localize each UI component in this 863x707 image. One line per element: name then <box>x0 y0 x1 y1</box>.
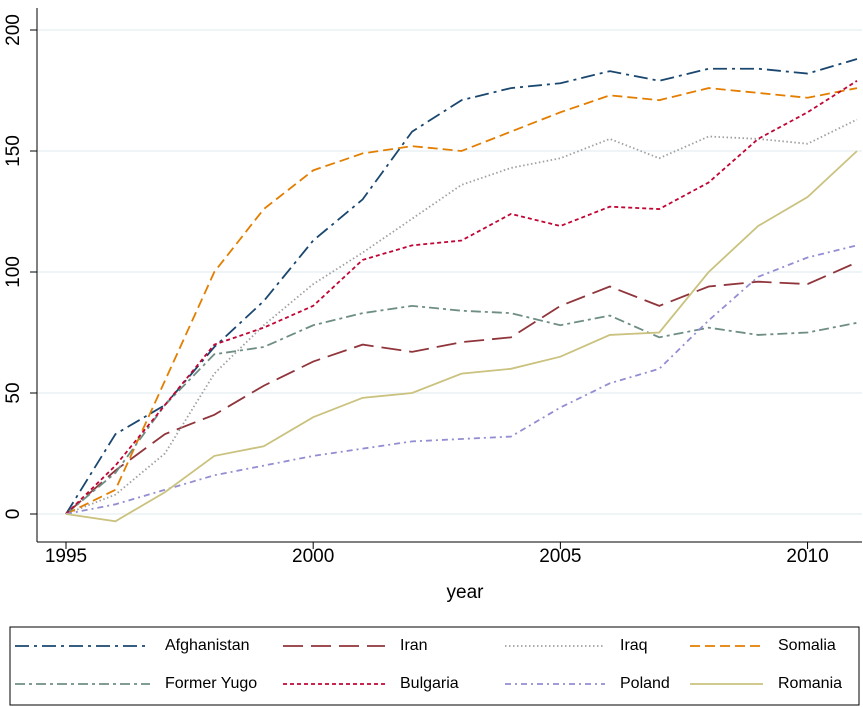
series-line <box>65 150 858 523</box>
legend-label: Former Yugo <box>165 675 257 692</box>
legend-label: Somalia <box>778 637 836 654</box>
series-line <box>65 244 858 515</box>
series-line <box>65 261 858 515</box>
legend-box <box>9 626 860 706</box>
series-line <box>65 87 858 515</box>
legend: Afghanistan Iran Iraq Somalia Former Yugo Bul… <box>9 626 860 706</box>
x-tick-label: 2000 <box>292 546 334 567</box>
y-tick-label: 50 <box>3 382 24 403</box>
legend-label: Poland <box>620 675 670 692</box>
x-tick-label: 1995 <box>45 546 87 567</box>
y-tick-label: 150 <box>3 135 24 167</box>
series-line <box>65 80 858 515</box>
legend-label: Romania <box>778 675 842 692</box>
series-line <box>65 58 858 515</box>
legend-label: Iran <box>400 637 428 654</box>
legend-label: Afghanistan <box>165 637 250 654</box>
x-tick-label: 2010 <box>786 546 828 567</box>
y-tick-label: 0 <box>3 509 24 520</box>
series-line <box>65 304 858 515</box>
legend-label: Bulgaria <box>400 675 459 692</box>
series-line <box>65 118 858 515</box>
legend-label: Iraq <box>620 637 648 654</box>
x-tick-label: 2005 <box>539 546 581 567</box>
y-tick-label: 200 <box>3 14 24 46</box>
x-axis-label: year <box>447 582 485 603</box>
y-tick-label: 100 <box>3 256 24 288</box>
